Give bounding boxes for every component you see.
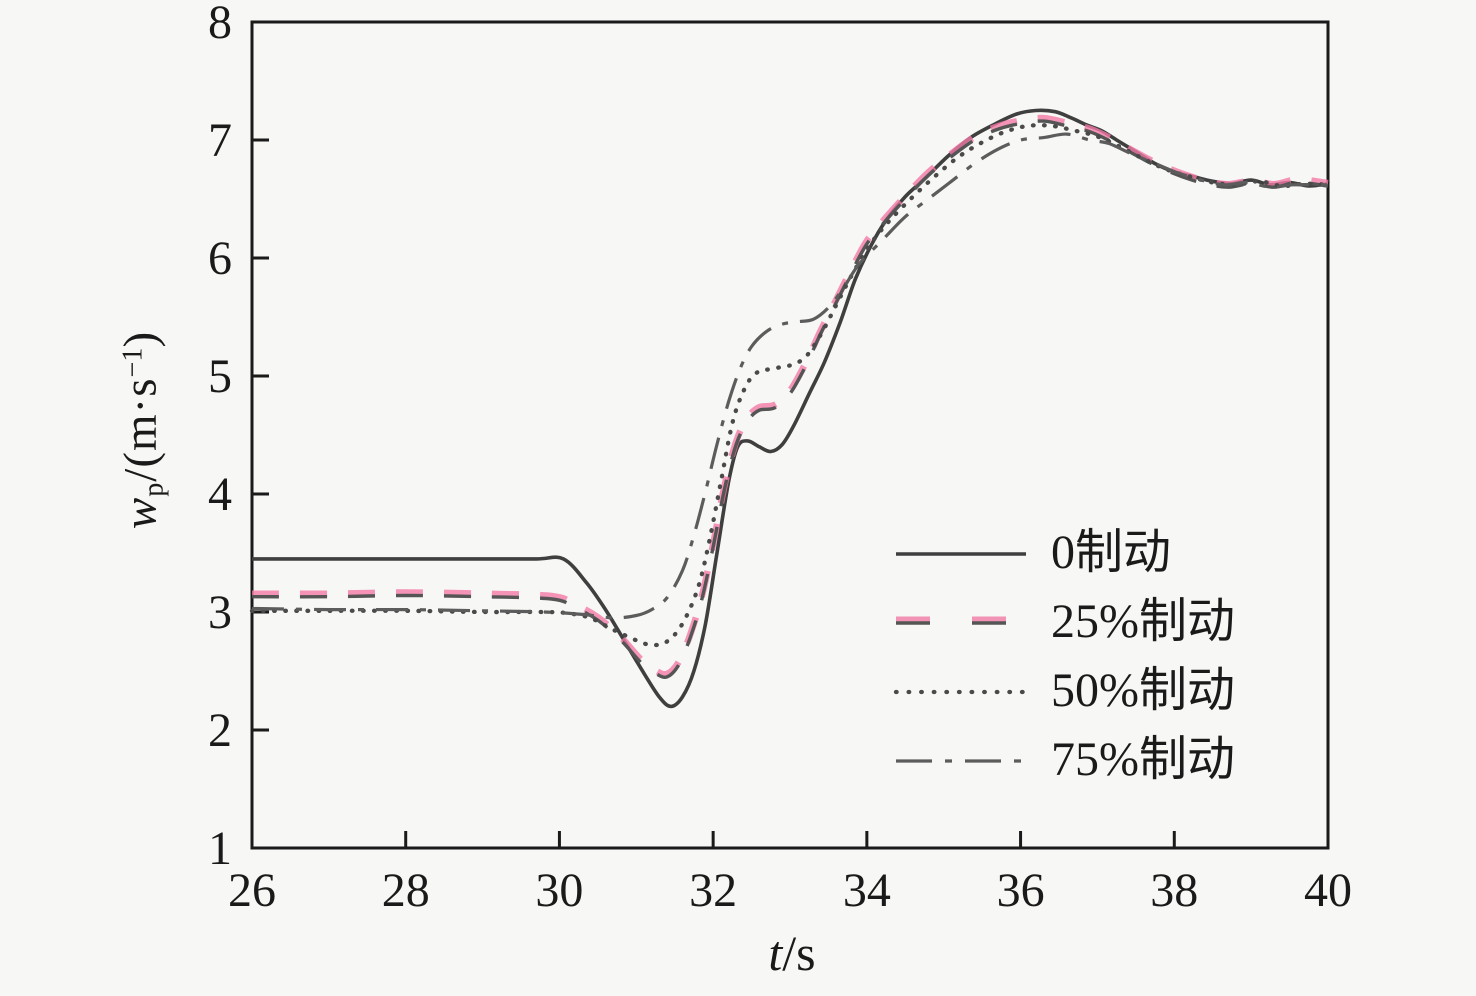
legend-dashed-line-sample	[896, 616, 1026, 625]
legend-item-3: 75%制动	[893, 725, 1235, 794]
y-axis-unit-post: )	[114, 330, 167, 348]
plot-border	[250, 20, 1330, 850]
legend-item-1: 25%制动	[893, 587, 1235, 656]
y-axis-variable: w	[114, 496, 167, 530]
y-axis-unit-pre: /(m·s	[114, 377, 167, 482]
y-tick-label: 6	[208, 232, 232, 285]
y-tick-label: 7	[208, 114, 232, 167]
legend-dashdot-line-sample	[896, 758, 1026, 763]
legend-label: 0制动	[1051, 525, 1172, 579]
legend-item-0: 0制动	[893, 518, 1235, 587]
x-axis-variable: t	[768, 925, 783, 981]
x-tick-label: 38	[1150, 864, 1198, 917]
y-axis-unit-exponent: −1	[117, 347, 149, 378]
legend-solid-line-sample	[896, 551, 1026, 556]
legend-item-2: 50%制动	[893, 656, 1235, 725]
y-tick-label: 2	[208, 704, 232, 757]
x-tick-label: 34	[843, 864, 891, 917]
x-tick-label: 36	[997, 864, 1045, 917]
legend-label: 25%制动	[1051, 594, 1235, 648]
y-tick-label: 8	[208, 0, 232, 49]
legend-label: 75%制动	[1051, 732, 1235, 786]
series-1-accent-path	[251, 114, 1329, 678]
x-tick-label: 40	[1304, 864, 1352, 917]
legend: 0制动 25%制动 50%制动 75%制动	[893, 518, 1235, 794]
y-axis-label: wp/(m·s−1)	[113, 331, 170, 529]
x-tick-label: 28	[382, 864, 430, 917]
legend-label: 50%制动	[1051, 663, 1235, 717]
series-3-path	[251, 132, 1329, 620]
x-axis-unit: /s	[782, 925, 816, 981]
x-tick-label: 32	[689, 864, 737, 917]
x-axis-label: t/s	[768, 924, 815, 982]
x-tick-label: 30	[535, 864, 583, 917]
y-tick-label: 3	[208, 586, 232, 639]
x-tick-label: 26	[228, 864, 276, 917]
y-axis-subscript: p	[138, 481, 170, 497]
y-tick-label: 1	[208, 822, 232, 875]
legend-dotted-line-sample	[893, 689, 1029, 694]
y-tick-label: 5	[208, 350, 232, 403]
y-tick-label: 4	[208, 468, 232, 521]
